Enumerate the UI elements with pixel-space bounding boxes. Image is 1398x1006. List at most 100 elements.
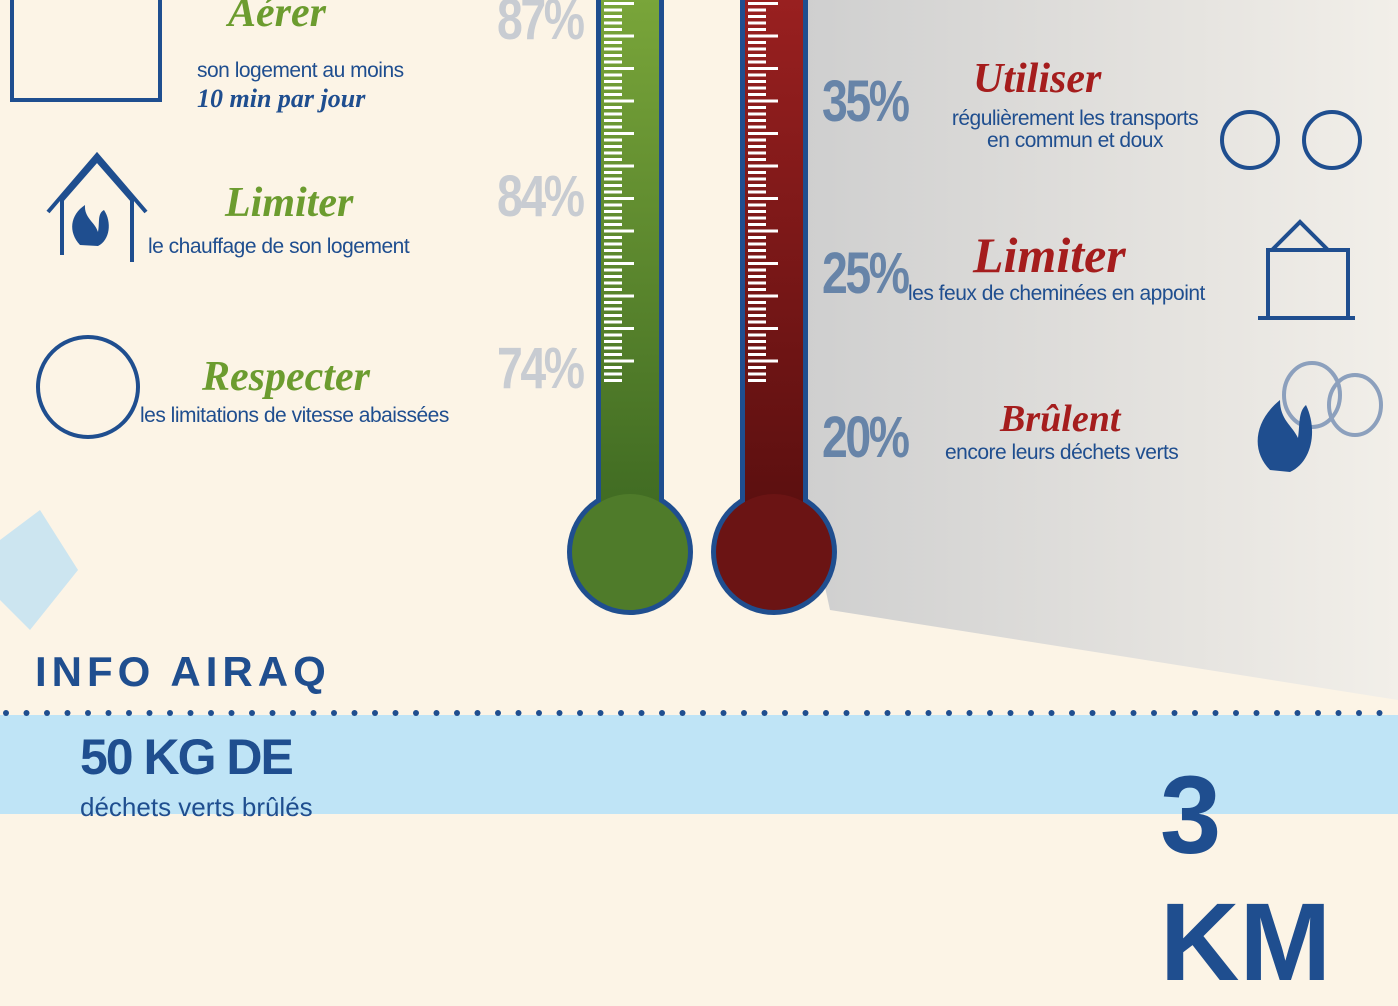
dot [208, 710, 214, 716]
dot [926, 710, 932, 716]
dot [1028, 710, 1034, 716]
distance: 3 KM [1160, 752, 1398, 1006]
scale-tick [748, 61, 766, 64]
section-title: INFO AIRAQ [35, 648, 331, 696]
dot [700, 710, 706, 716]
dot [290, 710, 296, 716]
percent: 87% [497, 0, 583, 53]
scale-tick [604, 48, 622, 51]
description: les limitations de vitesse abaissées [140, 405, 449, 427]
scale-tick [748, 152, 766, 155]
scale-tick [748, 48, 766, 51]
description: encore leurs déchets verts [945, 442, 1178, 464]
scale-tick [604, 334, 622, 337]
dot [1110, 710, 1116, 716]
scale-tick [604, 366, 622, 369]
scale-tick [748, 321, 766, 324]
description: le chauffage de son logement [148, 236, 409, 258]
dot [434, 710, 440, 716]
scale-tick [748, 15, 766, 18]
dot [85, 710, 91, 716]
scale-tick [604, 340, 622, 343]
scale-tick [604, 360, 634, 363]
scale-tick [604, 249, 622, 252]
emphasis: 10 min par jour [197, 84, 365, 114]
scale-tick [748, 106, 766, 109]
scale-tick [604, 74, 622, 77]
dot [536, 710, 542, 716]
scale-tick [748, 230, 778, 233]
dot [475, 710, 481, 716]
dot [741, 710, 747, 716]
scale-tick [748, 67, 778, 70]
scale-tick [604, 256, 622, 259]
scale-tick [748, 217, 766, 220]
dot [885, 710, 891, 716]
scale-tick [748, 184, 766, 187]
dot [229, 710, 235, 716]
thermo-tube [601, 0, 659, 520]
dot [864, 710, 870, 716]
percent: 35% [822, 68, 908, 135]
scale-tick [748, 314, 766, 317]
dot [352, 710, 358, 716]
scale-tick [748, 178, 766, 181]
scale-tick [604, 145, 622, 148]
dot [598, 710, 604, 716]
verb: Brûlent [1000, 400, 1120, 438]
dot [721, 710, 727, 716]
dot [1356, 710, 1362, 716]
verb: Respecter [202, 356, 370, 398]
scale-tick [748, 165, 778, 168]
scale-tick [748, 74, 766, 77]
dot [147, 710, 153, 716]
scale-tick [604, 262, 634, 265]
scale-tick [604, 321, 622, 324]
scale-tick [604, 15, 622, 18]
dot [167, 710, 173, 716]
dot [782, 710, 788, 716]
scale-tick [748, 262, 778, 265]
verb: Limiter [225, 182, 353, 224]
dot [1090, 710, 1096, 716]
scale-tick [748, 366, 766, 369]
dot [1254, 710, 1260, 716]
scale-tick [748, 327, 778, 330]
scale-tick [748, 301, 766, 304]
dot [659, 710, 665, 716]
scale-tick [748, 139, 766, 142]
dot [331, 710, 337, 716]
dot [516, 710, 522, 716]
dot [844, 710, 850, 716]
scale-tick [748, 373, 766, 376]
scale-tick [748, 340, 766, 343]
dot [1151, 710, 1157, 716]
scale-tick [604, 165, 634, 168]
scale-tick [748, 243, 766, 246]
dot [1213, 710, 1219, 716]
scale-tick [748, 347, 766, 350]
scale-tick [748, 256, 766, 259]
scale-tick [604, 139, 622, 142]
scale-tick [604, 295, 634, 298]
dot [1049, 710, 1055, 716]
scale-tick [604, 243, 622, 246]
thermo-bulb [572, 494, 688, 610]
scale-tick [748, 171, 766, 174]
scale-tick [604, 41, 622, 44]
scale-tick [604, 158, 622, 161]
window-icon [12, 0, 160, 100]
dot [24, 710, 30, 716]
scale-tick [604, 9, 622, 12]
dot [905, 710, 911, 716]
scale-tick [748, 22, 766, 25]
scale-tick [748, 295, 778, 298]
percent: 25% [822, 240, 908, 307]
scale-tick [604, 106, 622, 109]
scale-tick [604, 347, 622, 350]
scale-tick [604, 132, 634, 135]
dot [803, 710, 809, 716]
decor [0, 510, 78, 630]
scale-tick [604, 113, 622, 116]
scale-tick [748, 2, 778, 5]
